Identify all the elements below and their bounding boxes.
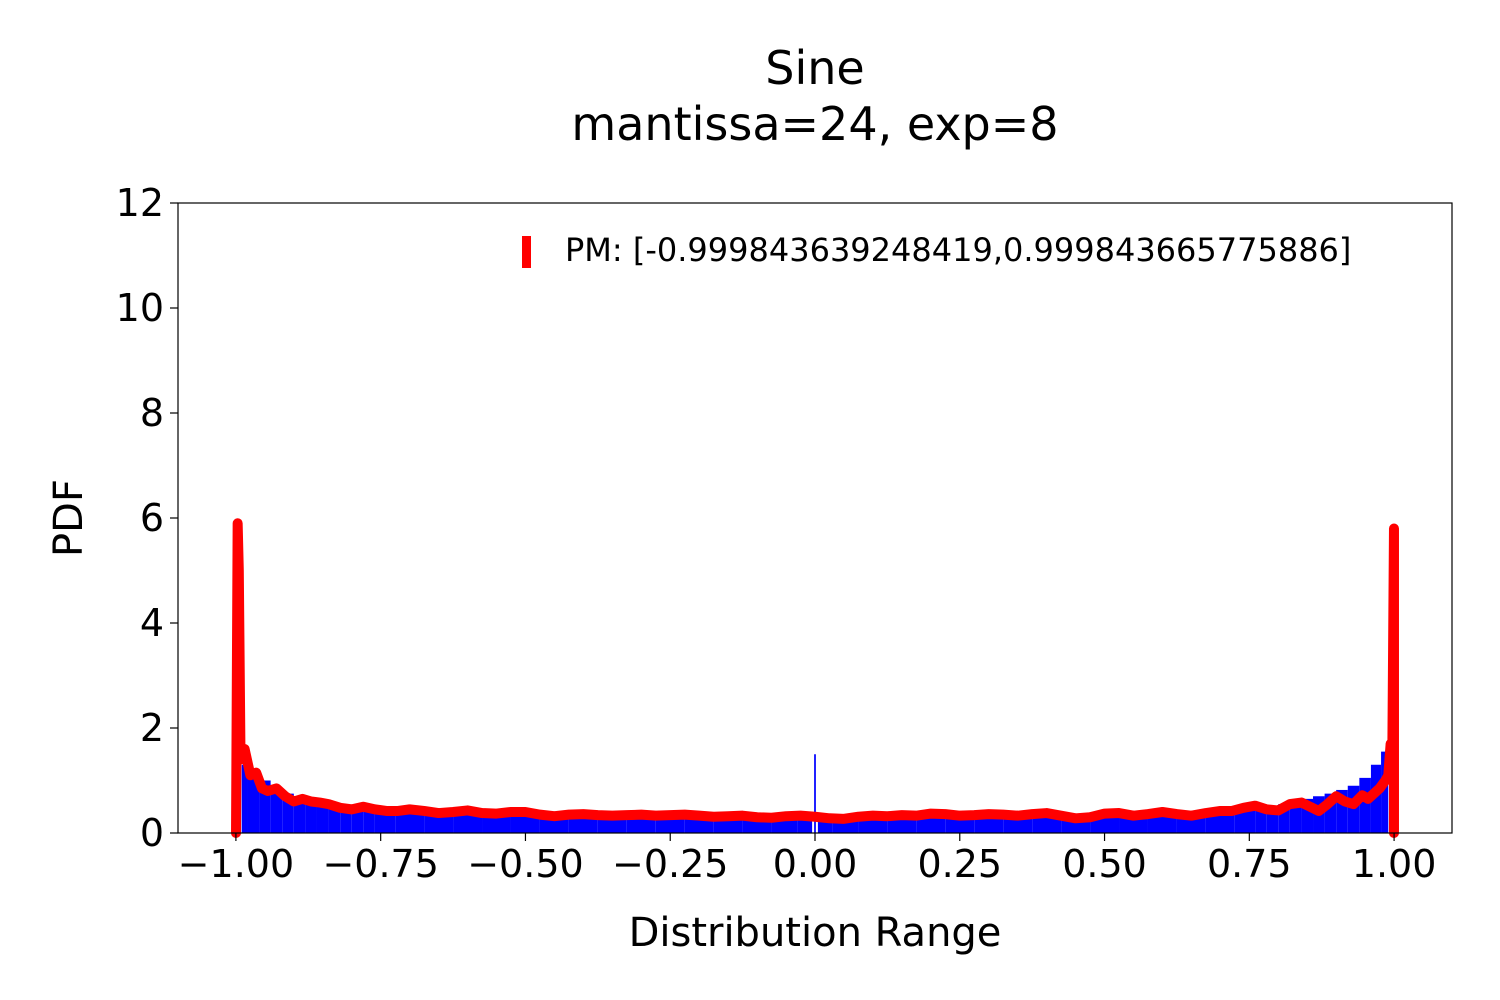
histogram-bar: [510, 816, 540, 833]
histogram-bar: [1301, 798, 1314, 834]
histogram-bar: [1324, 793, 1337, 834]
histogram-bar: [858, 818, 888, 833]
histogram-bar: [453, 814, 483, 833]
histogram-bar: [1347, 785, 1360, 833]
chart-title: Sine: [765, 41, 864, 95]
y-tick-label: 0: [140, 811, 164, 855]
histogram-bar: [241, 764, 248, 833]
plot-frame: [177, 202, 1453, 834]
histogram-bar: [293, 796, 306, 833]
histogram-bar: [259, 780, 271, 833]
histogram-bar: [305, 800, 317, 833]
y-tick-label: 6: [140, 496, 164, 540]
histogram-bar: [713, 818, 743, 833]
x-tick-label: −1.00: [178, 842, 294, 886]
histogram-bar: [351, 806, 364, 833]
x-axis-label: Distribution Range: [629, 910, 1002, 956]
histogram-bar: [539, 816, 569, 833]
x-tick-label: −0.25: [612, 842, 728, 886]
histogram-bar: [1278, 804, 1290, 834]
histogram-bar: [1147, 813, 1177, 833]
y-tick-label: 2: [140, 706, 164, 750]
y-tick-label: 12: [116, 181, 164, 225]
histogram-bar: [482, 815, 511, 833]
histogram-bar: [1255, 807, 1267, 833]
histogram-bar: [916, 817, 946, 833]
histogram-bar: [568, 817, 598, 833]
histogram-bar: [1003, 817, 1033, 833]
x-tick-label: 0.50: [1062, 842, 1147, 886]
y-axis-label: PDF: [46, 479, 92, 557]
histogram-bar: [887, 818, 917, 833]
histogram-bar: [626, 817, 656, 833]
histogram-bars: [241, 751, 1389, 834]
histogram-bar: [282, 793, 294, 834]
histogram-bar: [1336, 789, 1348, 833]
pm-curve-layer: [231, 518, 1399, 838]
x-tick-label: 0.75: [1207, 842, 1292, 886]
x-tick-label: −0.75: [322, 842, 438, 886]
histogram-bar: [316, 802, 329, 833]
histogram-bar: [1370, 764, 1382, 833]
histogram-bar: [684, 818, 714, 833]
histogram-bar: [363, 808, 375, 833]
histogram-bar: [395, 810, 425, 833]
histogram-bar: [974, 817, 1004, 833]
x-tick-label: 0.00: [773, 842, 858, 886]
histogram-bar: [328, 804, 341, 834]
histogram-bar: [247, 770, 260, 833]
legend: PM: [-0.999843639248419,0.99984366577588…: [522, 231, 1351, 269]
legend-swatch: [522, 236, 531, 268]
histogram-bar: [655, 817, 685, 833]
axis-ticks: −1.00 −0.75 −0.50 −0.25 0.00 0.25 0.50 0.75 1.00…: [116, 181, 1437, 886]
histogram-bar: [1234, 808, 1256, 833]
plot-area: [177, 202, 1453, 834]
x-tick-label: 0.25: [917, 842, 1002, 886]
y-tick-label: 8: [140, 391, 164, 435]
x-tick-label: −0.50: [467, 842, 583, 886]
histogram-bar: [340, 805, 352, 833]
histogram-bar: [945, 817, 975, 833]
chart-subtitle: mantissa=24, exp=8: [571, 97, 1058, 151]
y-tick-label: 4: [140, 601, 164, 645]
histogram-bar: [1266, 805, 1279, 833]
histogram-bar: [1032, 816, 1062, 833]
histogram-bar: [597, 817, 627, 833]
histogram-bar: [1359, 777, 1371, 834]
x-tick-label: 1.00: [1352, 842, 1437, 886]
y-tick-label: 10: [116, 286, 164, 330]
histogram-bar: [270, 788, 283, 834]
histogram-bar: [1289, 801, 1302, 833]
histogram-bar: [424, 813, 454, 833]
pm-curve: [231, 518, 1399, 838]
histogram-bar: [1381, 751, 1389, 834]
histogram-bar: [814, 754, 816, 833]
legend-label: PM: [-0.999843639248419,0.99984366577588…: [565, 231, 1351, 269]
